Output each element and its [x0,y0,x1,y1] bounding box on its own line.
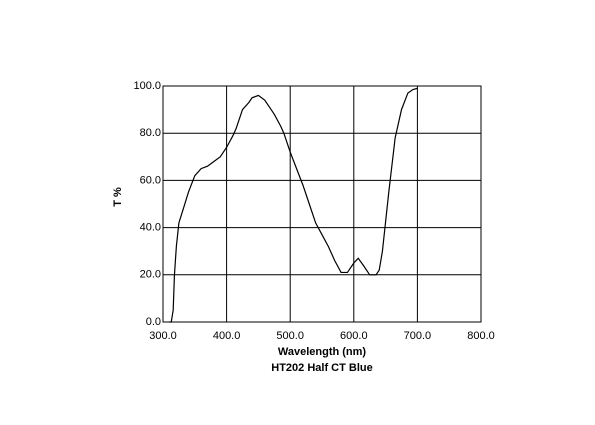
y-tick-label: 80.0 [140,127,161,139]
y-tick-label: 60.0 [140,174,161,186]
x-tick-label: 300.0 [149,330,177,342]
x-axis-label: Wavelength (nm) [278,346,367,358]
x-tick-label: 800.0 [467,330,495,342]
x-tick-label: 500.0 [276,330,304,342]
x-tick-label: 400.0 [213,330,241,342]
chart-title: HT202 Half CT Blue [271,362,372,374]
y-tick-label: 40.0 [140,222,161,234]
data-line [169,87,418,323]
y-tick-label: 100.0 [133,80,161,92]
y-tick-label: 20.0 [140,269,161,281]
y-tick-label: 0.0 [146,316,161,328]
plot-area [162,85,482,323]
x-tick-label: 700.0 [404,330,432,342]
y-axis-label: T % [112,187,124,207]
x-tick-label: 600.0 [340,330,368,342]
